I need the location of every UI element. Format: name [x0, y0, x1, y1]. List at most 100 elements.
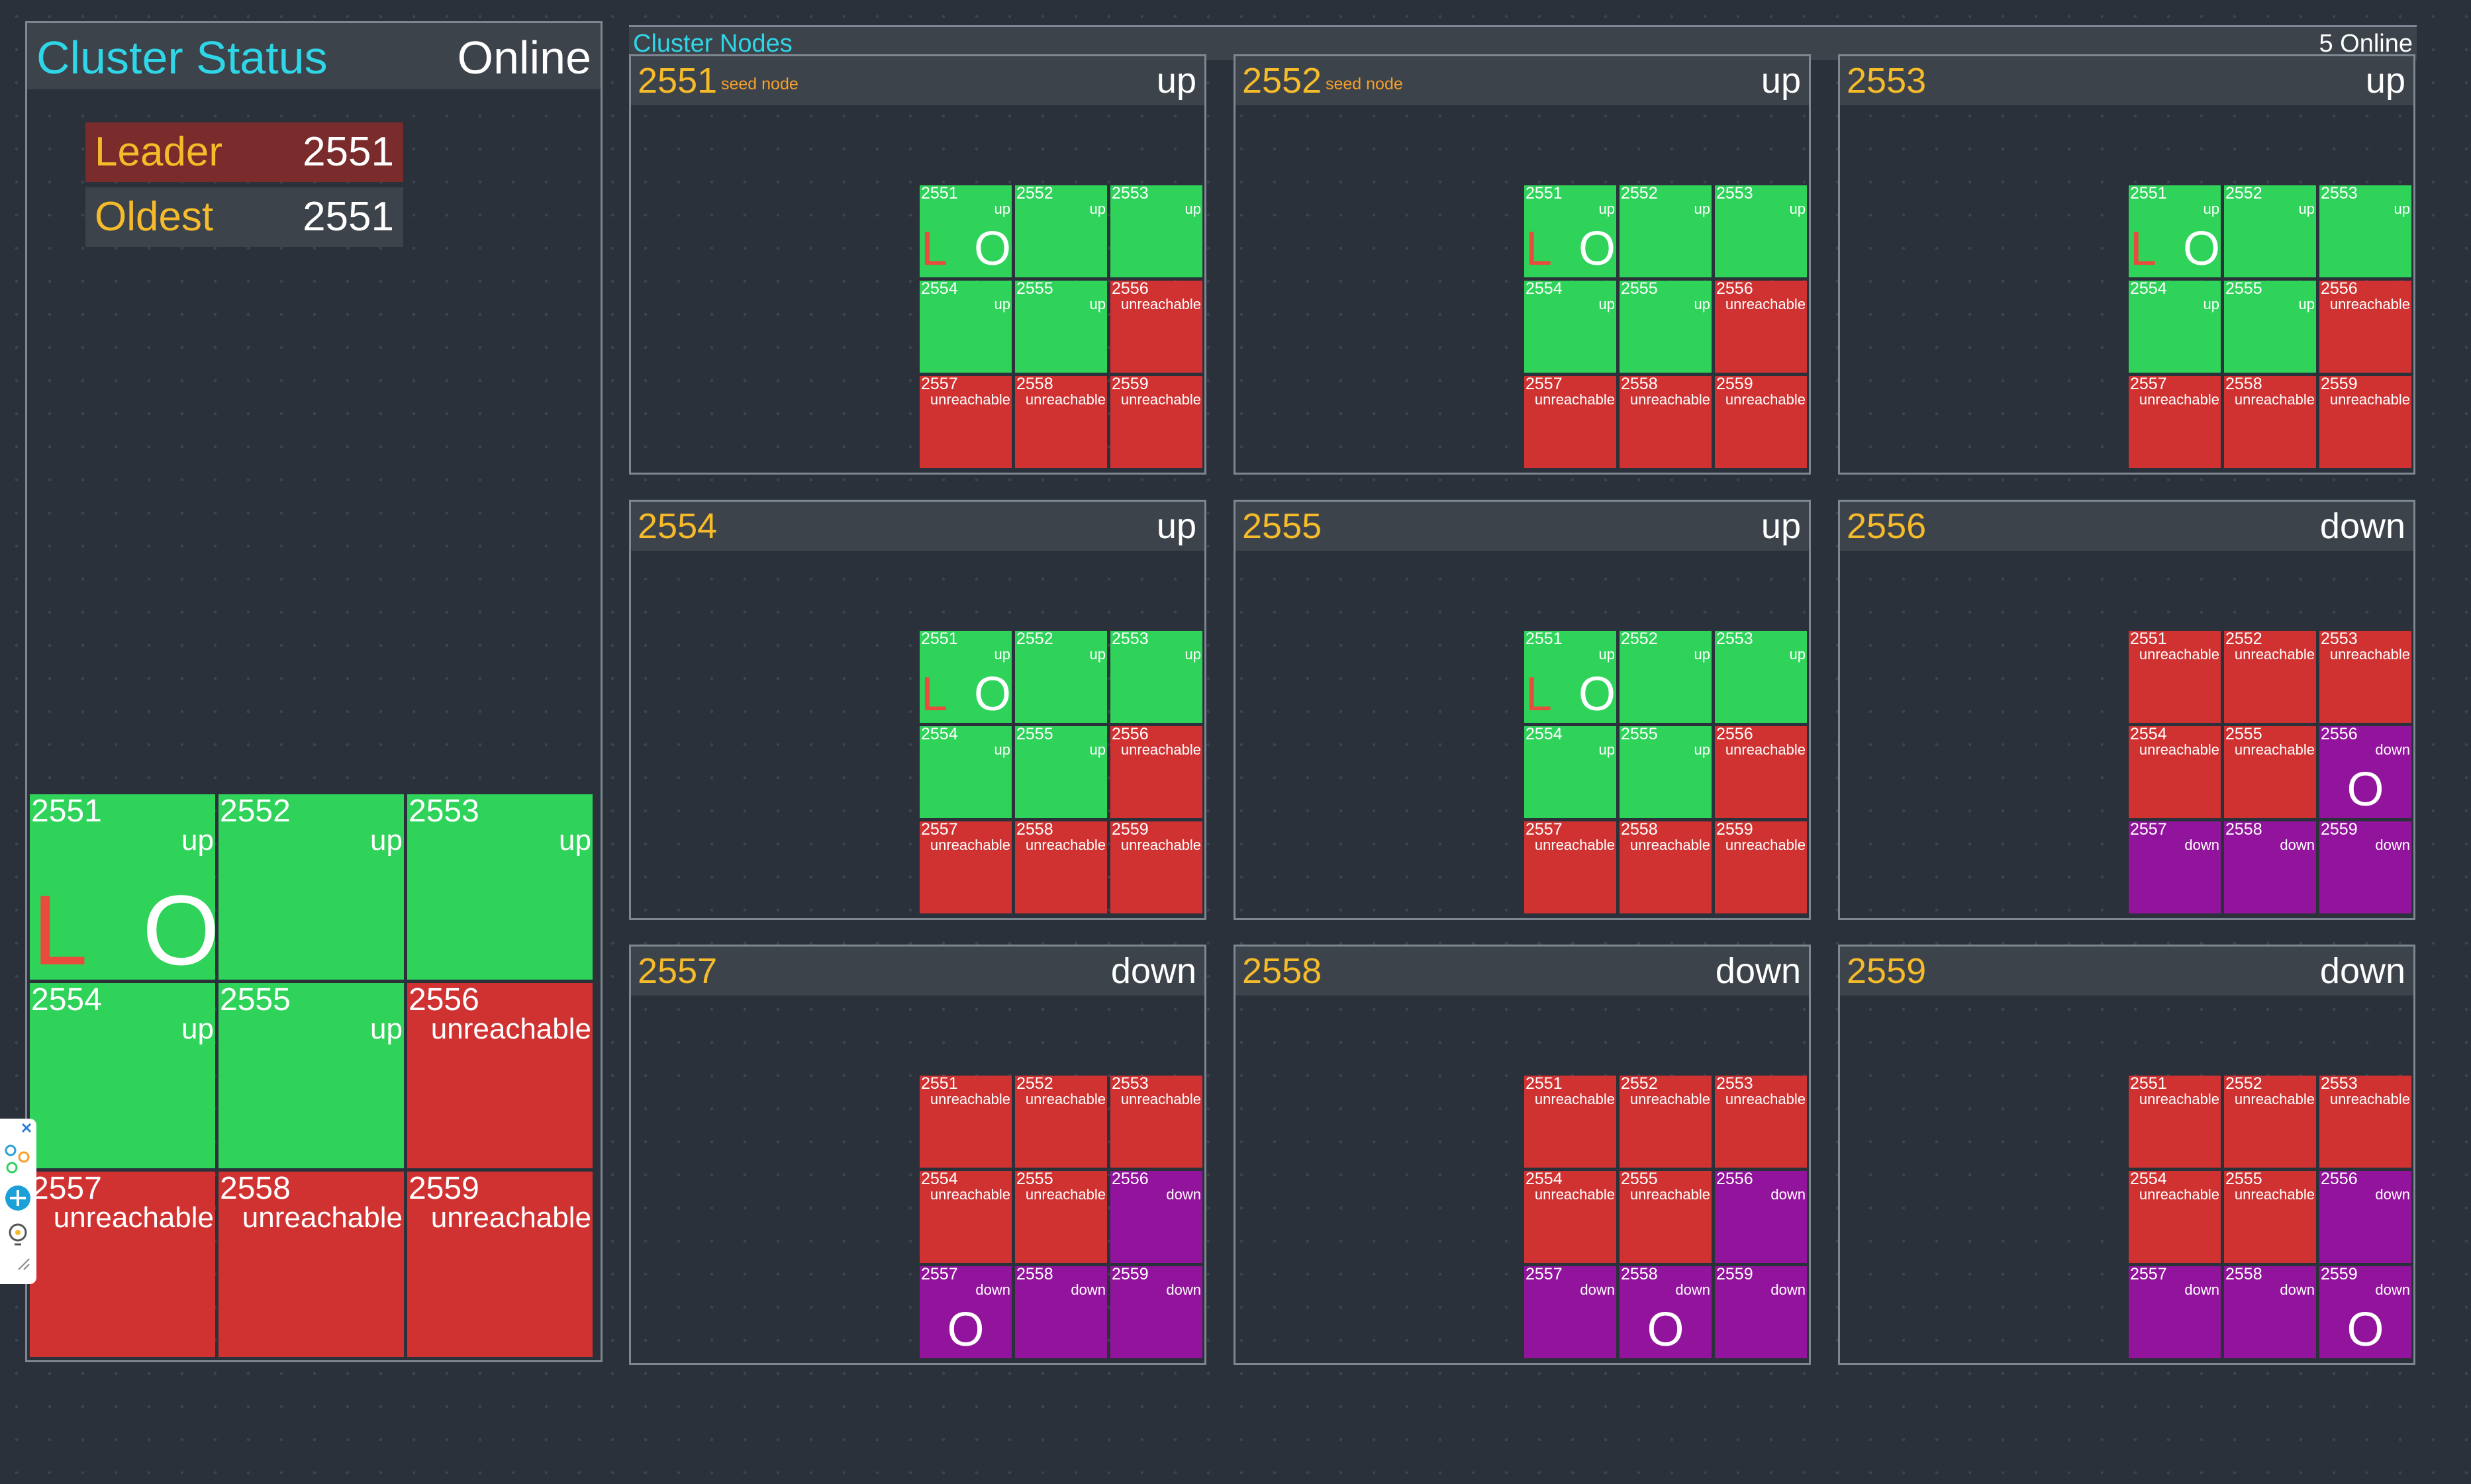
- node-cell[interactable]: 2551 up L O: [920, 185, 1012, 277]
- node-cell[interactable]: 2553 up: [407, 794, 593, 980]
- node-cell[interactable]: 2552 unreachable: [2224, 1076, 2316, 1168]
- node-cell[interactable]: 2556 unreachable: [407, 983, 593, 1168]
- node-panel-2559[interactable]: 2559 down 2551 unreachable 2552 unreachable 25…: [1838, 945, 2415, 1365]
- node-cell[interactable]: 2552 up: [2224, 185, 2316, 277]
- node-cell[interactable]: 2552 up: [218, 794, 404, 980]
- node-cell[interactable]: 2555 up: [1620, 726, 1712, 818]
- node-panel-2554[interactable]: 2554 up 2551 up L O 2552 up 2553 up 2554 up 2555 up 25…: [629, 500, 1206, 920]
- node-cell[interactable]: 2551 unreachable: [2129, 631, 2221, 723]
- node-cell[interactable]: 2559 unreachable: [2319, 376, 2411, 468]
- node-cell[interactable]: 2557 unreachable: [30, 1172, 215, 1357]
- add-icon[interactable]: [5, 1185, 30, 1211]
- node-cell[interactable]: 2556 down: [1715, 1171, 1807, 1263]
- node-cell[interactable]: 2556 down O: [2319, 726, 2411, 818]
- node-cell[interactable]: 2559 unreachable: [1715, 376, 1807, 468]
- node-cell[interactable]: 2552 unreachable: [1620, 1076, 1712, 1168]
- node-cell[interactable]: 2554 up: [1524, 281, 1616, 373]
- node-cell[interactable]: 2557 unreachable: [1524, 376, 1616, 468]
- node-cell[interactable]: 2558 unreachable: [218, 1172, 404, 1357]
- node-cell[interactable]: 2555 unreachable: [2224, 1171, 2316, 1263]
- node-cell[interactable]: 2554 unreachable: [920, 1171, 1012, 1263]
- node-cell[interactable]: 2554 up: [30, 983, 215, 1168]
- node-cell[interactable]: 2558 down: [2224, 1266, 2316, 1358]
- node-cell[interactable]: 2556 down: [2319, 1171, 2411, 1263]
- node-cell[interactable]: 2557 down: [2129, 1266, 2221, 1358]
- node-cell[interactable]: 2559 unreachable: [1715, 821, 1807, 913]
- node-panel-2555[interactable]: 2555 up 2551 up L O 2552 up 2553 up 2554 up 2555 up 25…: [1234, 500, 1811, 920]
- close-icon[interactable]: [21, 1123, 32, 1133]
- node-cell[interactable]: 2554 up: [1524, 726, 1616, 818]
- node-cell[interactable]: 2553 unreachable: [2319, 631, 2411, 723]
- node-cell[interactable]: 2558 unreachable: [1620, 376, 1712, 468]
- node-cell[interactable]: 2556 unreachable: [1715, 281, 1807, 373]
- node-panel-2553[interactable]: 2553 up 2551 up L O 2552 up 2553 up 2554 up 2555 up 25…: [1838, 54, 2415, 475]
- node-cell[interactable]: 2553 unreachable: [1110, 1076, 1202, 1168]
- node-cell[interactable]: 2559 down O: [2319, 1266, 2411, 1358]
- node-cell[interactable]: 2553 up: [1715, 631, 1807, 723]
- node-cell[interactable]: 2554 unreachable: [1524, 1171, 1616, 1263]
- node-cell[interactable]: 2551 up L O: [1524, 631, 1616, 723]
- network-icon[interactable]: [5, 1144, 30, 1174]
- node-panel-2557[interactable]: 2557 down 2551 unreachable 2552 unreachable 25…: [629, 945, 1206, 1365]
- node-panel-2551[interactable]: 2551 seed node up 2551 up L O 2552 up 2553 up 2554 u…: [629, 54, 1206, 475]
- node-cell[interactable]: 2556 unreachable: [1715, 726, 1807, 818]
- node-cell[interactable]: 2552 up: [1620, 631, 1712, 723]
- node-cell[interactable]: 2557 down O: [920, 1266, 1012, 1358]
- node-cell[interactable]: 2552 up: [1015, 185, 1107, 277]
- node-cell[interactable]: 2553 unreachable: [1715, 1076, 1807, 1168]
- node-cell[interactable]: 2558 unreachable: [1015, 821, 1107, 913]
- node-cell[interactable]: 2553 up: [1715, 185, 1807, 277]
- node-cell[interactable]: 2556 unreachable: [1110, 726, 1202, 818]
- node-cell[interactable]: 2553 up: [1110, 185, 1202, 277]
- node-cell[interactable]: 2559 unreachable: [1110, 821, 1202, 913]
- node-cell[interactable]: 2551 up L O: [2129, 185, 2221, 277]
- node-cell[interactable]: 2558 unreachable: [1620, 821, 1712, 913]
- node-cell[interactable]: 2559 down: [1110, 1266, 1202, 1358]
- node-cell[interactable]: 2559 unreachable: [407, 1172, 593, 1357]
- node-cell[interactable]: 2558 unreachable: [2224, 376, 2316, 468]
- node-cell[interactable]: 2557 unreachable: [920, 821, 1012, 913]
- node-cell[interactable]: 2553 up: [2319, 185, 2411, 277]
- node-cell[interactable]: 2558 down: [1015, 1266, 1107, 1358]
- node-cell[interactable]: 2557 down: [1524, 1266, 1616, 1358]
- node-cell[interactable]: 2554 up: [920, 281, 1012, 373]
- node-cell[interactable]: 2551 up L O: [30, 794, 215, 980]
- node-cell[interactable]: 2553 up: [1110, 631, 1202, 723]
- node-cell[interactable]: 2559 down: [1715, 1266, 1807, 1358]
- node-cell[interactable]: 2552 unreachable: [1015, 1076, 1107, 1168]
- node-panel-2552[interactable]: 2552 seed node up 2551 up L O 2552 up 2553 up 2554 u…: [1234, 54, 1811, 475]
- node-cell[interactable]: 2552 unreachable: [2224, 631, 2316, 723]
- node-cell[interactable]: 2559 down: [2319, 821, 2411, 913]
- node-cell[interactable]: 2557 unreachable: [2129, 376, 2221, 468]
- node-cell[interactable]: 2558 down: [2224, 821, 2316, 913]
- node-cell[interactable]: 2552 up: [1015, 631, 1107, 723]
- node-cell[interactable]: 2558 unreachable: [1015, 376, 1107, 468]
- node-cell[interactable]: 2552 up: [1620, 185, 1712, 277]
- node-cell[interactable]: 2555 up: [218, 983, 404, 1168]
- node-cell[interactable]: 2551 unreachable: [1524, 1076, 1616, 1168]
- node-panel-2558[interactable]: 2558 down 2551 unreachable 2552 unreachable 25…: [1234, 945, 1811, 1365]
- node-cell[interactable]: 2555 up: [1015, 726, 1107, 818]
- node-cell[interactable]: 2557 down: [2129, 821, 2221, 913]
- lightbulb-icon[interactable]: [9, 1223, 27, 1246]
- node-cell[interactable]: 2554 up: [920, 726, 1012, 818]
- node-panel-2556[interactable]: 2556 down 2551 unreachable 2552 unreachable 25…: [1838, 500, 2415, 920]
- node-cell[interactable]: 2556 unreachable: [1110, 281, 1202, 373]
- node-cell[interactable]: 2558 down O: [1620, 1266, 1712, 1358]
- node-cell[interactable]: 2555 unreachable: [1620, 1171, 1712, 1263]
- node-cell[interactable]: 2556 unreachable: [2319, 281, 2411, 373]
- node-cell[interactable]: 2554 unreachable: [2129, 726, 2221, 818]
- node-cell[interactable]: 2553 unreachable: [2319, 1076, 2411, 1168]
- node-cell[interactable]: 2555 unreachable: [1015, 1171, 1107, 1263]
- node-cell[interactable]: 2556 down: [1110, 1171, 1202, 1263]
- node-cell[interactable]: 2554 up: [2129, 281, 2221, 373]
- node-cell[interactable]: 2554 unreachable: [2129, 1171, 2221, 1263]
- node-cell[interactable]: 2555 up: [1620, 281, 1712, 373]
- node-cell[interactable]: 2559 unreachable: [1110, 376, 1202, 468]
- resize-icon[interactable]: [18, 1258, 30, 1270]
- node-cell[interactable]: 2551 up L O: [920, 631, 1012, 723]
- node-cell[interactable]: 2551 unreachable: [2129, 1076, 2221, 1168]
- node-cell[interactable]: 2551 up L O: [1524, 185, 1616, 277]
- node-cell[interactable]: 2555 up: [2224, 281, 2316, 373]
- node-cell[interactable]: 2557 unreachable: [920, 376, 1012, 468]
